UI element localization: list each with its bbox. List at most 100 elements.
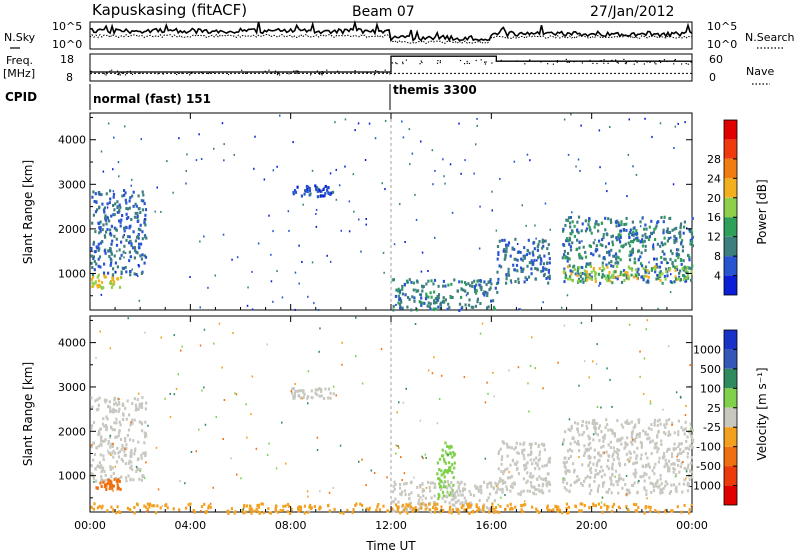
power-cell [544,202,547,205]
power-cell [465,282,468,286]
power-cell [534,267,537,270]
power-cell [527,238,530,242]
velocity-cell [637,432,640,436]
power-cell [588,244,591,248]
velocity-cell [617,505,620,509]
velocity-cell [619,477,622,481]
power-cell [137,233,140,236]
power-cell [473,172,475,175]
power-cell [612,270,615,274]
power-cell [124,125,126,128]
velocity-cell [668,418,671,422]
velocity-cell [436,472,439,476]
velocity-cell [476,509,479,513]
power-cell [631,251,634,255]
velocity-cell [618,473,621,477]
power-cell [236,256,239,259]
power-cell [681,273,685,277]
velocity-cell [428,486,431,489]
power-cell [601,244,604,247]
velocity-cell [509,502,512,506]
power-cell [622,269,626,273]
power-cell [116,265,119,269]
velocity-cell [393,509,396,513]
velocity-cell [102,480,105,484]
power-cell [458,280,461,284]
velocity-cell [91,405,94,409]
power-cell [394,294,397,298]
velocity-cell [601,481,605,485]
velocity-cell [442,472,445,476]
nave-sample [271,72,273,74]
power-cell [562,227,565,231]
power-cell [101,228,104,232]
power-cell [231,258,233,261]
velocity-cell [502,470,506,473]
velocity-cell [568,418,571,421]
power-cell [128,199,131,203]
velocity-cell [257,503,260,507]
velocity-cell [442,481,445,485]
power-cell [651,135,653,138]
velocity-cell [424,507,427,511]
power-cell [617,256,620,260]
velocity-cell [686,435,689,439]
velocity-cell [598,424,601,428]
velocity-cell [408,503,411,507]
power-cell [134,239,137,243]
velocity-cell [654,442,657,446]
power-cell [474,290,477,294]
power-cell [307,185,310,189]
velocity-cell [292,394,295,398]
power-cell [579,255,582,259]
velocity-cell [662,408,664,411]
velocity-cell [616,455,619,459]
velocity-cell [118,429,121,433]
power-cell [134,211,137,215]
power-cell [444,298,447,302]
power-cell [95,262,98,266]
power-cell [124,191,127,195]
velocity-cell [625,505,628,508]
power-cell [678,275,681,279]
velocity-cell [688,477,691,481]
power-cell [574,272,577,276]
power-cell [298,244,300,247]
velocity-cell [677,459,681,463]
velocity-cell [653,472,656,476]
velocity-cell [540,442,544,446]
velocity-cell [561,443,564,446]
velocity-cell [140,453,143,457]
velocity-cell [488,492,492,496]
power-cell [113,234,116,238]
nave-sample [176,71,178,73]
velocity-cell [617,439,620,443]
power-cell [116,200,119,204]
velocity-cell [605,450,608,454]
velocity-cell [409,507,412,511]
velocity-cell [95,446,98,450]
velocity-cell [127,428,131,432]
velocity-cell [438,468,441,472]
power-cell [108,201,111,205]
power-cell [397,289,400,293]
velocity-cell [682,461,684,463]
velocity-cell [429,481,432,485]
power-cell [109,263,112,267]
velocity-cell [137,392,140,395]
velocity-cell [542,482,545,486]
velocity-cell [468,505,471,509]
velocity-cell [594,504,597,508]
velocity-cell [664,484,667,488]
velocity-cell [606,490,609,494]
power-cell [419,293,421,296]
power-cell [112,168,114,171]
velocity-cell [504,508,507,511]
power-cell [324,184,327,188]
velocity-cell [485,506,488,510]
velocity-cell [444,485,447,489]
power-cell [589,264,592,268]
power-cell [629,228,632,232]
noise-sky-label: N.Sky [4,31,36,44]
